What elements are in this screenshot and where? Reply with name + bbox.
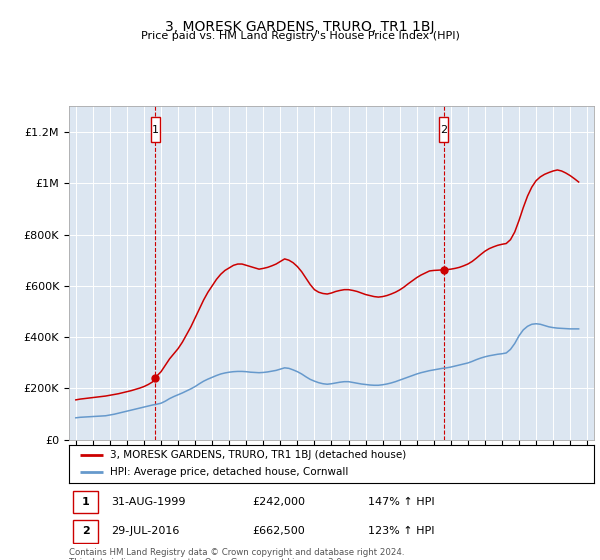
Text: Contains HM Land Registry data © Crown copyright and database right 2024.
This d: Contains HM Land Registry data © Crown c… (69, 548, 404, 560)
FancyBboxPatch shape (73, 520, 98, 543)
Text: Price paid vs. HM Land Registry's House Price Index (HPI): Price paid vs. HM Land Registry's House … (140, 31, 460, 41)
Text: 31-AUG-1999: 31-AUG-1999 (111, 497, 185, 507)
Text: HPI: Average price, detached house, Cornwall: HPI: Average price, detached house, Corn… (110, 468, 349, 478)
Text: 1: 1 (82, 497, 89, 507)
Text: 147% ↑ HPI: 147% ↑ HPI (368, 497, 435, 507)
Text: 1: 1 (152, 125, 159, 135)
Text: 3, MORESK GARDENS, TRURO, TR1 1BJ: 3, MORESK GARDENS, TRURO, TR1 1BJ (165, 20, 435, 34)
FancyBboxPatch shape (151, 117, 160, 142)
Text: 2: 2 (82, 526, 89, 536)
Text: £242,000: £242,000 (253, 497, 306, 507)
FancyBboxPatch shape (439, 117, 448, 142)
Text: 123% ↑ HPI: 123% ↑ HPI (368, 526, 435, 536)
FancyBboxPatch shape (73, 491, 98, 513)
Text: 2: 2 (440, 125, 447, 135)
Text: 3, MORESK GARDENS, TRURO, TR1 1BJ (detached house): 3, MORESK GARDENS, TRURO, TR1 1BJ (detac… (110, 450, 406, 460)
Text: £662,500: £662,500 (253, 526, 305, 536)
Text: 29-JUL-2016: 29-JUL-2016 (111, 526, 179, 536)
